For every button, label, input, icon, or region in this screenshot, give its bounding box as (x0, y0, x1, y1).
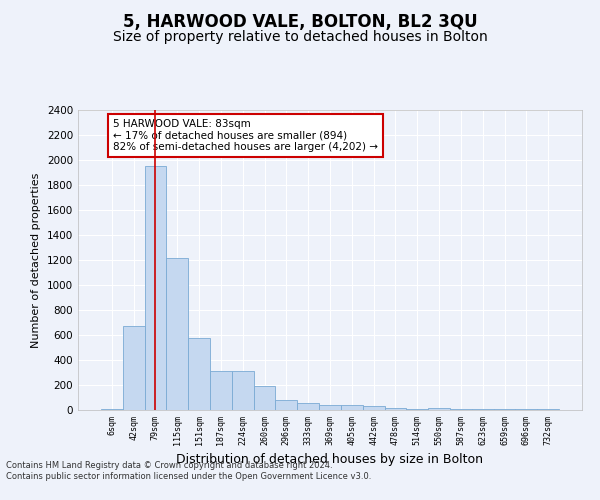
Bar (472, 409, 494, 410)
Bar (188, 338, 210, 410)
Bar (406, 409, 428, 410)
Bar (254, 386, 275, 410)
Text: 5, HARWOOD VALE, BOLTON, BL2 3QU: 5, HARWOOD VALE, BOLTON, BL2 3QU (122, 12, 478, 30)
Bar (341, 405, 363, 410)
Text: Contains HM Land Registry data © Crown copyright and database right 2024.: Contains HM Land Registry data © Crown c… (6, 461, 332, 470)
Bar (145, 166, 166, 410)
Y-axis label: Number of detached properties: Number of detached properties (31, 172, 41, 348)
Text: 5 HARWOOD VALE: 83sqm
← 17% of detached houses are smaller (894)
82% of semi-det: 5 HARWOOD VALE: 83sqm ← 17% of detached … (113, 119, 378, 152)
Bar (123, 326, 145, 410)
Bar (232, 371, 254, 410)
Text: Size of property relative to detached houses in Bolton: Size of property relative to detached ho… (113, 30, 487, 44)
Bar (428, 408, 450, 410)
Bar (210, 371, 232, 410)
Text: Contains public sector information licensed under the Open Government Licence v3: Contains public sector information licen… (6, 472, 371, 481)
Bar (450, 409, 472, 410)
Bar (363, 406, 385, 410)
Bar (275, 400, 297, 410)
Bar (494, 409, 515, 410)
X-axis label: Distribution of detached houses by size in Bolton: Distribution of detached houses by size … (176, 453, 484, 466)
Bar (515, 409, 537, 410)
Bar (537, 409, 559, 410)
Bar (297, 403, 319, 410)
Bar (166, 258, 188, 410)
Bar (101, 409, 123, 410)
Bar (319, 405, 341, 410)
Bar (385, 408, 406, 410)
